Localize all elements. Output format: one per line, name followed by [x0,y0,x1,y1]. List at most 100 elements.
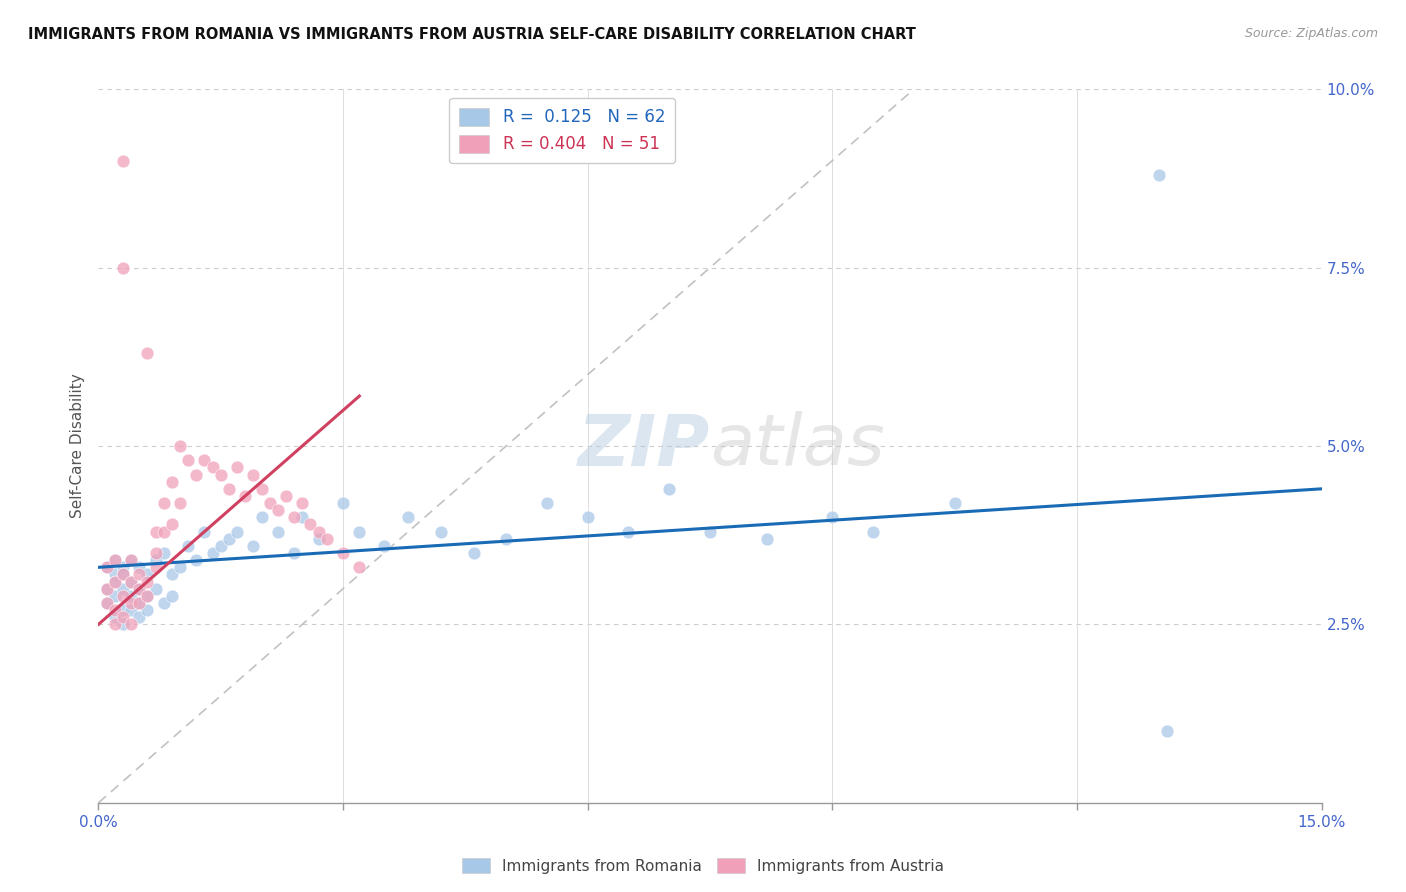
Point [1156,724,1178,739]
Point [111,567,134,582]
Point [658,482,681,496]
Point [128,596,150,610]
Point [536,496,558,510]
Point [169,496,191,510]
Point [201,546,224,560]
Text: atlas: atlas [710,411,884,481]
Point [396,510,419,524]
Point [120,574,142,589]
Point [104,553,127,567]
Point [267,503,290,517]
Point [136,589,159,603]
Point [250,482,273,496]
Point [104,603,127,617]
Point [617,524,640,539]
Legend: R =  0.125   N = 62, R = 0.404   N = 51: R = 0.125 N = 62, R = 0.404 N = 51 [450,97,675,163]
Point [96,582,118,596]
Point [943,496,966,510]
Point [145,560,167,574]
Point [821,510,844,524]
Text: IMMIGRANTS FROM ROMANIA VS IMMIGRANTS FROM AUSTRIA SELF-CARE DISABILITY CORRELAT: IMMIGRANTS FROM ROMANIA VS IMMIGRANTS FR… [28,27,915,42]
Point [283,546,305,560]
Point [96,596,118,610]
Point [96,560,118,574]
Point [96,582,118,596]
Point [267,524,290,539]
Point [136,567,159,582]
Point [145,546,167,560]
Point [209,539,232,553]
Point [136,574,159,589]
Point [96,560,118,574]
Legend: Immigrants from Romania, Immigrants from Austria: Immigrants from Romania, Immigrants from… [456,852,950,880]
Point [128,610,150,624]
Point [1147,168,1170,182]
Point [104,574,127,589]
Point [299,517,322,532]
Point [111,582,134,596]
Point [699,524,721,539]
Point [291,496,314,510]
Point [152,524,174,539]
Point [104,617,127,632]
Point [349,560,371,574]
Point [226,460,249,475]
Point [332,496,354,510]
Point [120,553,142,567]
Point [104,589,127,603]
Point [145,582,167,596]
Point [111,153,134,168]
Point [862,524,884,539]
Point [136,346,159,360]
Point [193,453,215,467]
Point [111,567,134,582]
Point [242,539,264,553]
Point [120,596,142,610]
Point [576,510,599,524]
Point [169,560,191,574]
Point [315,532,337,546]
Point [128,582,150,596]
Point [104,553,127,567]
Point [120,574,142,589]
Point [226,524,249,539]
Point [104,567,127,582]
Text: Source: ZipAtlas.com: Source: ZipAtlas.com [1244,27,1378,40]
Point [120,603,142,617]
Point [120,553,142,567]
Point [250,510,273,524]
Point [128,596,150,610]
Point [495,532,517,546]
Point [373,539,395,553]
Point [152,496,174,510]
Point [111,603,134,617]
Y-axis label: Self-Care Disability: Self-Care Disability [69,374,84,518]
Point [242,467,264,482]
Point [120,589,142,603]
Point [120,617,142,632]
Point [111,617,134,632]
Point [308,532,330,546]
Point [160,517,183,532]
Point [111,260,134,275]
Point [104,574,127,589]
Point [111,560,134,574]
Point [233,489,256,503]
Point [160,589,183,603]
Point [201,460,224,475]
Point [259,496,281,510]
Point [308,524,330,539]
Point [136,589,159,603]
Point [152,546,174,560]
Point [193,524,215,539]
Point [186,467,208,482]
Point [177,539,200,553]
Point [104,610,127,624]
Point [209,467,232,482]
Text: ZIP: ZIP [578,411,710,481]
Point [430,524,453,539]
Point [160,475,183,489]
Point [169,439,191,453]
Point [111,589,134,603]
Point [111,610,134,624]
